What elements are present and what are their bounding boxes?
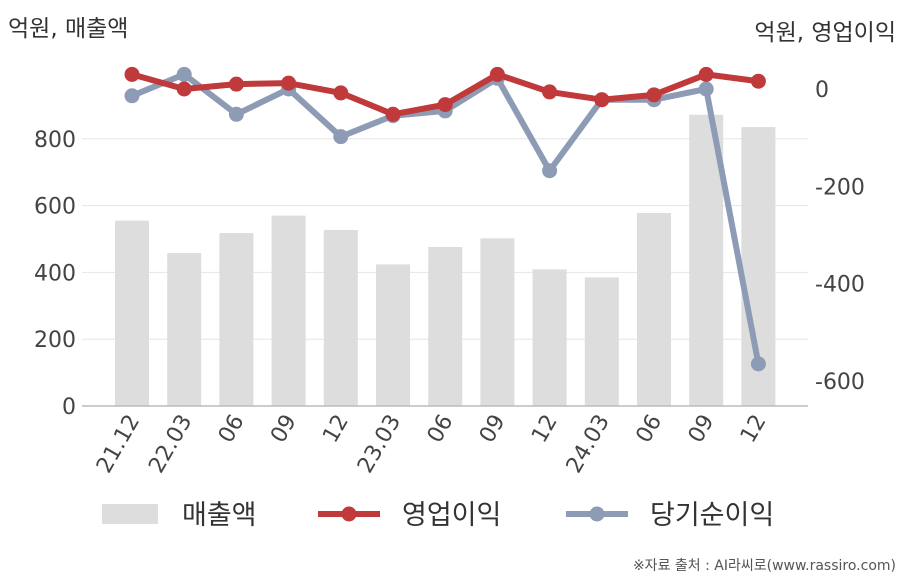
x-tick-label: 12 (318, 411, 354, 448)
right-tick-label: -600 (815, 370, 865, 395)
legend-marker-operating-profit (341, 506, 357, 522)
point-net-income (124, 88, 140, 104)
bar-revenue (219, 232, 254, 406)
bar-revenue (428, 247, 463, 406)
point-operating-profit (698, 66, 714, 82)
x-tick-label: 22.03 (144, 411, 197, 478)
bar-revenue (376, 264, 410, 406)
legend-marker-net-income (589, 506, 605, 522)
x-tick-label: 06 (214, 411, 250, 448)
point-net-income (176, 66, 192, 82)
left-tick-label: 600 (34, 195, 76, 220)
right-unit-label: 억원, 영업이익 (754, 20, 896, 46)
point-net-income (698, 81, 714, 97)
legend-label-revenue: 매출액 (182, 500, 257, 531)
point-net-income (333, 129, 349, 145)
left-unit-label: 억원, 매출액 (8, 16, 128, 42)
bar-revenue (271, 215, 306, 406)
right-tick-label: -400 (815, 273, 865, 298)
left-tick-label: 200 (34, 328, 76, 353)
line-series (124, 66, 766, 372)
point-operating-profit (489, 66, 505, 82)
point-net-income (542, 163, 558, 179)
point-net-income (750, 356, 766, 372)
x-axis-ticks: 21.12 22.03 06 09 12 23.03 06 09 12 24.03 06 09 12 (92, 411, 772, 478)
bar-revenue (584, 277, 619, 406)
point-operating-profit (333, 85, 349, 101)
left-axis-ticks: 0 200 400 600 800 (34, 128, 76, 420)
bar-revenue (323, 229, 358, 406)
bar-revenue (115, 220, 149, 406)
point-operating-profit (542, 84, 558, 100)
x-tick-label: 09 (266, 411, 302, 448)
x-tick-label: 23.03 (353, 411, 406, 478)
point-operating-profit (281, 75, 297, 91)
x-tick-label: 06 (423, 411, 459, 448)
left-tick-label: 400 (34, 261, 76, 286)
bar-series (115, 114, 776, 407)
left-tick-label: 0 (62, 395, 76, 420)
left-tick-label: 800 (34, 128, 76, 153)
source-note: ※자료 출처 : AI라씨로(www.rassiro.com) (633, 558, 896, 574)
legend: 매출액 영업이익 당기순이익 (102, 500, 774, 531)
point-net-income (228, 106, 244, 122)
legend-label-net-income: 당기순이익 (650, 500, 774, 531)
point-operating-profit (124, 66, 140, 82)
point-operating-profit (594, 92, 610, 108)
x-tick-label: 12 (736, 411, 772, 448)
right-tick-label: 0 (815, 78, 829, 103)
legend-label-operating-profit: 영업이익 (402, 500, 501, 531)
bar-revenue (637, 212, 671, 406)
bar-revenue (480, 238, 515, 406)
right-axis-ticks: 0 -200 -400 -600 (815, 78, 865, 395)
point-operating-profit (750, 73, 766, 89)
x-tick-label: 09 (475, 411, 511, 448)
point-operating-profit (646, 87, 662, 103)
point-operating-profit (385, 106, 401, 122)
point-operating-profit (437, 97, 453, 113)
x-tick-label: 12 (527, 411, 563, 448)
bar-revenue (532, 269, 567, 406)
x-tick-label: 24.03 (562, 411, 615, 478)
legend-swatch-revenue (102, 504, 158, 524)
x-tick-label: 09 (684, 411, 720, 448)
point-operating-profit (176, 81, 192, 97)
x-tick-label: 06 (632, 411, 668, 448)
x-tick-label: 21.12 (92, 411, 145, 478)
bar-revenue (167, 253, 202, 406)
right-tick-label: -200 (815, 175, 865, 200)
point-operating-profit (228, 76, 244, 92)
